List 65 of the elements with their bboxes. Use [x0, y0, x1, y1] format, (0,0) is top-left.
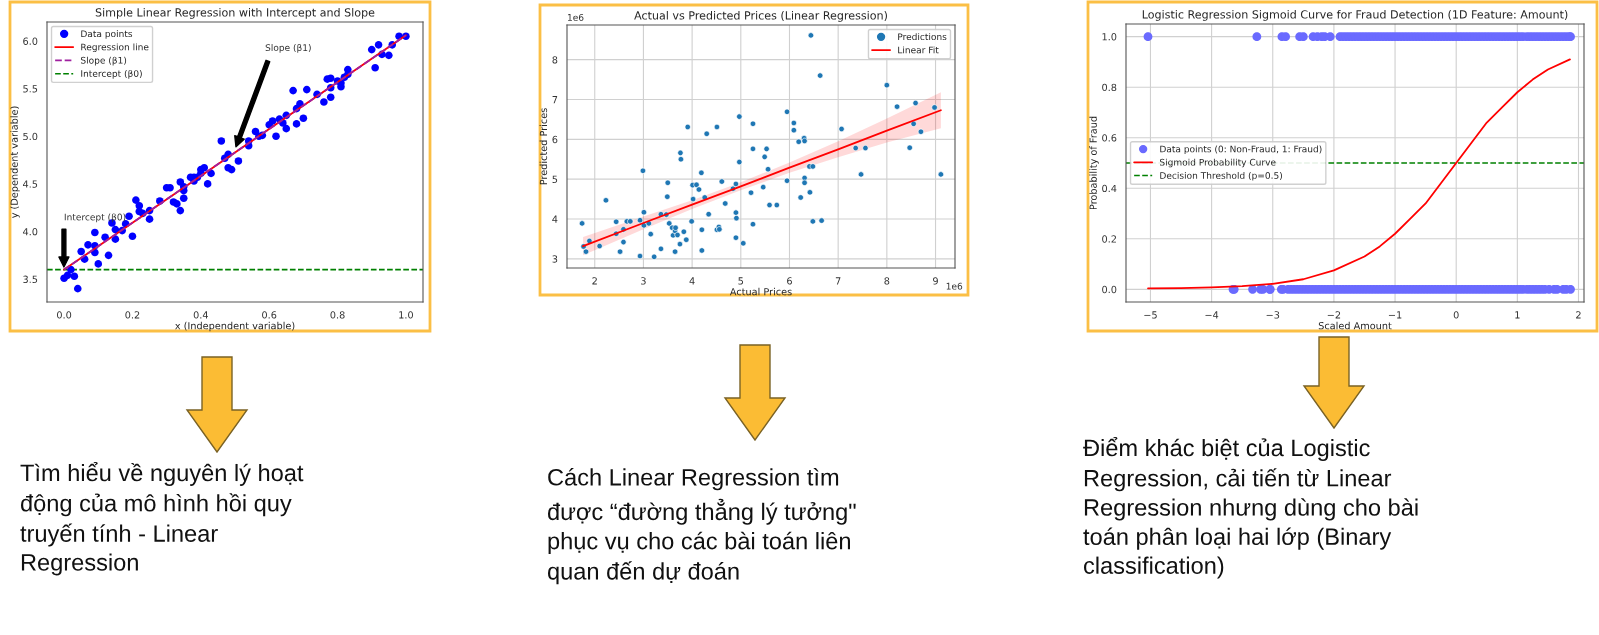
- x-tick-label: 8: [884, 277, 890, 285]
- x-tick-label: 1: [1515, 311, 1520, 319]
- x-tick-label: 0: [1453, 311, 1459, 319]
- y-tick-label: 6: [552, 135, 558, 144]
- y-tick-label: 0.0: [1102, 285, 1117, 294]
- x-axis-title: x (Independent variable): [175, 321, 295, 332]
- x-tick-label: 2: [592, 277, 597, 285]
- y-axis-title: Predicted Prices: [539, 108, 548, 185]
- chart-title: Logistic Regression Sigmoid Curve for Fraud Detection (1D Feature: Amount): [1142, 10, 1568, 21]
- y-tick-label: 7: [552, 96, 558, 104]
- x-tick-label: 5: [738, 277, 744, 285]
- x-tick-label: 0.4: [193, 311, 208, 319]
- y-tick-label: 1.0: [1102, 33, 1117, 41]
- legend-label: Data points (0: Non-Fraud, 1: Fraud): [1160, 145, 1322, 155]
- y-tick-label: 5.0: [23, 132, 38, 141]
- text: Cách Linear Regression tìm được “đường thẳng lý tưởng" phục vụ cho các bài toán liên quan đến dự đoán: [547, 468, 856, 585]
- y-tick-label: 0.4: [1102, 184, 1117, 193]
- y-tick-label: 6.0: [23, 37, 38, 45]
- x-tick-label: 3: [641, 277, 646, 285]
- y-tick-label: 3: [552, 255, 558, 263]
- legend-label: Intercept (β0): [81, 69, 142, 79]
- y-tick-label: 5: [552, 175, 558, 183]
- y-tick-label: 3.5: [23, 275, 38, 283]
- legend-label: Regression line: [81, 43, 149, 53]
- legend-label: Predictions: [898, 33, 947, 41]
- y-axis-title: y (Dependent variable): [10, 106, 20, 219]
- x-tick-label: −5: [1144, 311, 1157, 319]
- text: Điểm khác biệt của Logistic Regression, cải tiến từ Linear Regression nhưng dùng cho bài toán phân loại hai lớp (Binary classification): [1083, 437, 1418, 579]
- x-tick-label: −4: [1205, 311, 1219, 319]
- annotation: Intercept (β0): [64, 213, 126, 223]
- x-tick-label: −1: [1388, 311, 1402, 319]
- x-tick-label: 0.8: [330, 311, 345, 319]
- x-axis-title: Scaled Amount: [1318, 321, 1392, 330]
- x-tick-label: −3: [1266, 311, 1280, 319]
- y-tick-label: 4: [552, 215, 558, 223]
- x-tick-label: 0.6: [262, 311, 277, 319]
- annotation: Slope (β1): [265, 44, 311, 53]
- x-axis-title: Actual Prices: [729, 287, 792, 296]
- legend-label: Linear Fit: [898, 46, 939, 54]
- chart-title: Actual vs Predicted Prices (Linear Regression): [634, 11, 887, 22]
- y-tick-label: 4.5: [22, 180, 38, 188]
- legend-label: Data points: [81, 30, 133, 39]
- text: 1e6: [946, 282, 963, 290]
- x-tick-label: 9: [933, 277, 938, 285]
- x-tick-label: 2: [1576, 311, 1581, 319]
- y-tick-label: 0.6: [1102, 134, 1117, 142]
- x-tick-label: 4: [689, 277, 695, 285]
- text: 1e6: [567, 13, 584, 21]
- legend-label: Sigmoid Probability Curve: [1160, 158, 1276, 168]
- x-tick-label: 1.0: [399, 311, 413, 319]
- y-axis-title: Probability of Fraud: [1089, 116, 1099, 210]
- x-tick-label: 6: [787, 277, 792, 285]
- chart-title: Simple Linear Regression with Intercept and Slope: [95, 8, 375, 19]
- legend-label: Decision Threshold (p=0.5): [1160, 171, 1282, 181]
- x-tick-label: −2: [1327, 311, 1341, 319]
- x-tick-label: 7: [835, 277, 841, 285]
- y-tick-label: 8: [552, 56, 558, 64]
- y-tick-label: 5.5: [23, 85, 38, 93]
- text: Tìm hiểu về nguyên lý hoạt động của mô hình hồi quy truyến tính - Linear Regression: [20, 462, 304, 576]
- legend-label: Slope (β1): [81, 56, 127, 66]
- y-tick-label: 4.0: [22, 228, 38, 236]
- y-tick-label: 0.2: [1102, 235, 1116, 243]
- x-tick-label: 0.2: [125, 311, 140, 319]
- y-tick-label: 0.8: [1102, 83, 1117, 92]
- x-tick-label: 0.0: [57, 311, 72, 319]
